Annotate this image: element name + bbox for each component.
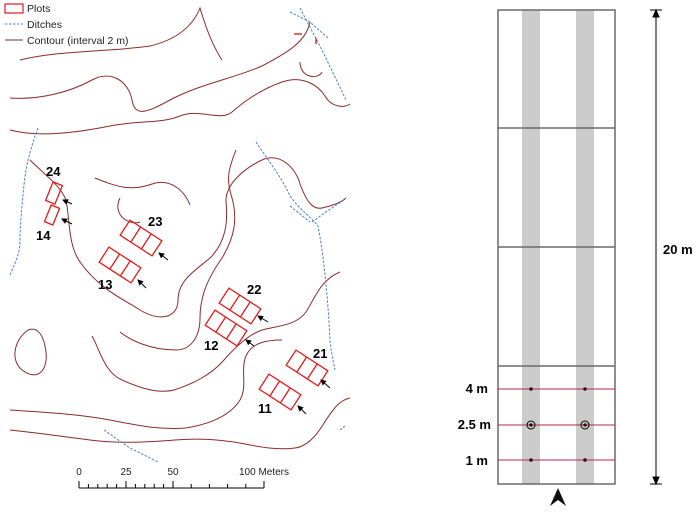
contour-line <box>9 21 311 112</box>
plot-outline <box>285 349 329 387</box>
contour-line <box>94 177 191 206</box>
plot-label: 14 <box>36 228 51 243</box>
contour-line <box>119 149 237 351</box>
scale-bar: 0 25 50 100 Meters <box>76 467 289 489</box>
plot-label: 22 <box>247 282 261 297</box>
plot-diagram: 4 m 2.5 m 1 m 20 m <box>458 8 695 506</box>
contour-lines <box>9 6 351 450</box>
direction-arrow <box>61 218 73 225</box>
dimension-arrow-down <box>652 476 660 486</box>
legend-plot-swatch <box>4 3 24 14</box>
ditch <box>299 7 347 101</box>
map-marks <box>294 33 317 44</box>
plot-outline <box>204 309 248 347</box>
plot-outline <box>98 246 142 284</box>
ditch <box>289 205 311 223</box>
ditch <box>255 141 336 371</box>
direction-arrow <box>320 379 331 389</box>
plot-label: 23 <box>148 214 162 229</box>
sample-point <box>529 387 533 391</box>
contour-line <box>9 79 351 135</box>
plot-outline <box>44 181 64 205</box>
plot-label: 12 <box>204 338 218 353</box>
sample-point <box>529 423 533 427</box>
contour-line <box>117 197 141 224</box>
entry-arrow-icon <box>550 488 566 506</box>
sample-point <box>583 458 587 462</box>
dimension-arrow-up <box>652 8 660 18</box>
ditch <box>103 429 159 463</box>
plot-label: 13 <box>98 277 112 292</box>
length-dimension <box>650 8 662 486</box>
plot-label: 11 <box>258 401 272 416</box>
ditch <box>289 11 329 39</box>
sample-point <box>583 423 587 427</box>
dimension-label-20m: 20 m <box>663 242 693 257</box>
site-map: Plots Ditches Contour (interval 2 m) <box>4 3 351 489</box>
contour-line <box>9 397 351 450</box>
plot-label: 24 <box>46 164 61 179</box>
depth-label-4m: 4 m <box>466 381 488 396</box>
direction-arrow <box>257 315 269 323</box>
sample-lines <box>498 388 615 461</box>
scale-label-50: 50 <box>167 467 179 478</box>
contour-line <box>14 328 47 376</box>
contour-line <box>299 61 323 78</box>
depth-label-2-5m: 2.5 m <box>458 417 491 432</box>
sample-point <box>583 387 587 391</box>
sample-points <box>526 387 590 462</box>
legend-contour-label: Contour (interval 2 m) <box>27 35 129 47</box>
plot-outline <box>258 373 302 411</box>
contour-line <box>19 6 223 61</box>
scale-line <box>78 481 265 489</box>
direction-arrow <box>158 252 169 261</box>
depth-label-1m: 1 m <box>466 453 488 468</box>
scale-label-25: 25 <box>120 467 132 478</box>
direction-arrow <box>62 199 73 205</box>
ditches <box>9 7 347 463</box>
contour-line <box>29 157 347 318</box>
plot-label: 21 <box>313 346 327 361</box>
dimension-label-bg <box>659 239 695 257</box>
ditch <box>339 424 347 431</box>
scale-label-100: 100 Meters <box>239 467 289 478</box>
legend-ditches-label: Ditches <box>27 19 62 31</box>
plot-outline <box>43 204 61 226</box>
plot-arrows <box>61 199 331 415</box>
ditch <box>9 127 39 276</box>
legend-plots-label: Plots <box>27 3 50 15</box>
sample-point-ring <box>580 420 590 430</box>
direction-arrow <box>137 279 147 289</box>
direction-arrow <box>245 339 255 347</box>
plot-labels: 24 14 23 13 22 12 21 11 <box>36 164 327 416</box>
direction-arrow <box>297 405 307 415</box>
ditch <box>311 199 345 223</box>
legend: Plots Ditches Contour (interval 2 m) <box>4 3 129 47</box>
plot-outline <box>119 219 163 257</box>
sample-point <box>529 458 533 462</box>
contour-line <box>9 339 283 429</box>
plots <box>43 181 329 411</box>
sample-point-ring <box>526 420 536 430</box>
scale-label-0: 0 <box>76 467 82 478</box>
plot-outline <box>218 287 262 325</box>
contour-line <box>91 271 341 392</box>
